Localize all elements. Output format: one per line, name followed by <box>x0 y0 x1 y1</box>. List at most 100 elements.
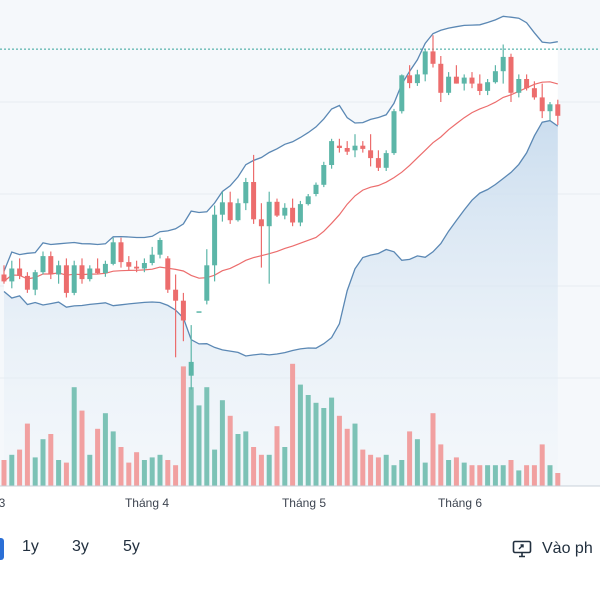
candle-body <box>149 254 155 263</box>
volume-bar <box>258 454 264 486</box>
candle-body <box>227 202 233 221</box>
volume-bar <box>313 402 319 486</box>
volume-bar <box>56 460 62 486</box>
candle <box>492 65 498 84</box>
candle-body <box>329 141 335 165</box>
volume-bar <box>290 363 296 486</box>
candle-body <box>243 182 249 204</box>
volume-bar <box>126 462 132 486</box>
candle-body <box>461 77 467 84</box>
candle <box>196 311 202 313</box>
candle <box>391 108 397 155</box>
volume-bar <box>188 387 194 486</box>
candle-body <box>469 77 475 84</box>
volume-bar <box>32 457 38 486</box>
candle-body <box>141 263 147 269</box>
bollinger-upper-band <box>3 15 558 272</box>
candle <box>188 325 194 390</box>
candle <box>477 74 483 96</box>
volume-bar <box>134 452 140 486</box>
range-button-5y[interactable]: 5y <box>123 538 140 555</box>
volume-bar <box>102 413 108 486</box>
candle <box>461 74 467 91</box>
candle-body <box>407 75 413 84</box>
candle-body <box>492 71 498 83</box>
candle <box>71 260 77 296</box>
volume-bar <box>375 457 381 486</box>
x-axis-label: Tháng 6 <box>438 496 482 510</box>
candle-body <box>477 83 483 91</box>
open-chart-button[interactable]: Vào ph <box>512 540 593 558</box>
candle-body <box>173 289 179 301</box>
candle <box>360 141 366 153</box>
volume-bars <box>1 363 561 486</box>
candle <box>204 249 210 305</box>
candle <box>531 81 537 100</box>
range-button-1y[interactable]: 1y <box>22 538 39 555</box>
candle <box>485 79 491 96</box>
candle <box>141 258 147 273</box>
volume-bar <box>422 462 428 486</box>
candle <box>305 194 311 206</box>
volume-bar <box>251 447 257 486</box>
candle <box>282 203 288 220</box>
candle <box>165 256 171 293</box>
candle-body <box>336 145 342 148</box>
volume-bar <box>79 410 85 486</box>
volume-bar <box>63 462 69 486</box>
candle-body <box>399 75 405 112</box>
candle <box>555 99 561 125</box>
candle-body <box>524 79 530 89</box>
volume-bar <box>547 465 553 486</box>
volume-bar <box>227 415 233 486</box>
volume-bar <box>110 431 116 486</box>
candle-body <box>274 201 280 216</box>
candle <box>344 141 350 155</box>
bollinger-band-interior <box>4 16 558 357</box>
volume-bar <box>40 439 46 486</box>
candle <box>539 83 545 119</box>
candle-body <box>383 153 389 168</box>
candle-body <box>539 97 545 112</box>
volume-bar <box>141 460 147 486</box>
candle <box>329 138 335 169</box>
volume-bar <box>555 473 561 486</box>
candle <box>79 258 85 284</box>
volume-bar <box>9 454 15 486</box>
candle-body <box>24 275 30 290</box>
candle <box>243 177 249 211</box>
candle <box>40 251 46 275</box>
volume-bar <box>305 395 311 486</box>
candle-body <box>375 158 381 168</box>
candle-body <box>500 56 506 72</box>
candle <box>508 53 514 102</box>
volume-bar <box>95 428 101 486</box>
candle-body <box>368 150 374 159</box>
volume-bar <box>539 444 545 486</box>
bollinger-lower-band <box>3 119 559 357</box>
candle <box>17 258 23 280</box>
candle <box>149 246 155 266</box>
candle-body <box>56 265 62 275</box>
range-selector: 1y 3y 5y <box>0 538 600 564</box>
candle-body <box>87 268 93 280</box>
volume-bar <box>173 465 179 486</box>
candle <box>251 154 257 224</box>
candle-body <box>297 204 303 223</box>
candle-body <box>344 148 350 152</box>
moving-average-line <box>3 81 558 282</box>
volume-bar <box>24 423 30 486</box>
candle <box>399 74 405 114</box>
range-button-3y[interactable]: 3y <box>72 538 89 555</box>
candle-body <box>282 207 288 216</box>
volume-bar <box>368 454 374 486</box>
volume-bar <box>461 462 467 486</box>
candle <box>430 35 436 68</box>
candle <box>212 205 218 282</box>
candle <box>422 49 428 82</box>
candle-body <box>17 268 23 276</box>
candle <box>336 138 342 153</box>
candle-body <box>79 265 85 280</box>
volume-bar <box>165 460 171 486</box>
volume-bar <box>438 444 444 486</box>
